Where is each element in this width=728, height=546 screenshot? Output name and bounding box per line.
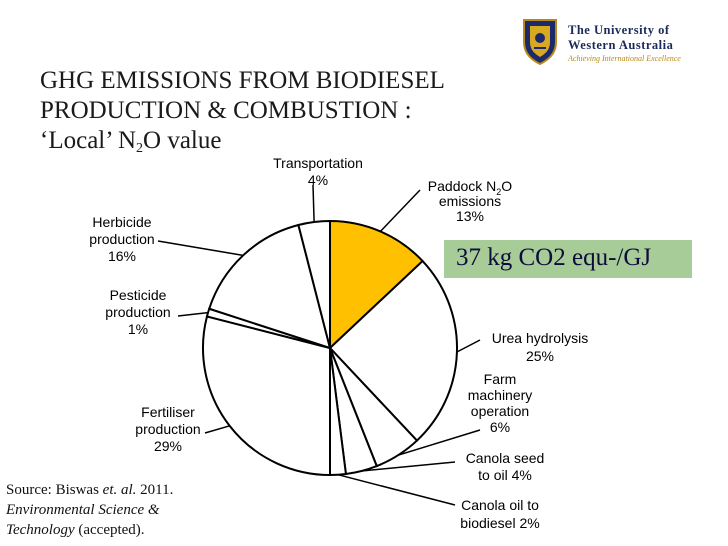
- logo-motto: Achieving International Excellence: [568, 54, 681, 63]
- source-line-2-italic: Environmental Science &: [6, 502, 160, 518]
- leader-line: [204, 425, 230, 434]
- slice-label: to oil 4%: [478, 467, 532, 483]
- slice-label: production: [135, 421, 200, 437]
- slice-label: operation: [471, 403, 529, 419]
- slide-title: GHG EMISSIONS FROM BIODIESEL PRODUCTION …: [40, 66, 660, 164]
- source-line-3-italic: Technology: [6, 522, 75, 538]
- leader-line: [397, 429, 481, 456]
- slice-label: Canola seed: [466, 450, 545, 466]
- source-citation: Source: Biswas et. al. 2011. Environment…: [6, 480, 173, 540]
- title-line-3-post: O value: [143, 127, 222, 154]
- slice-label: Farm: [484, 371, 517, 387]
- source-line-3-post: (accepted).: [74, 522, 145, 538]
- leader-line: [379, 189, 421, 232]
- crest-icon: [523, 19, 557, 66]
- slice-label: Pesticide: [110, 287, 167, 303]
- title-line-3: ‘Local’ N2O value: [40, 126, 660, 164]
- leader-line: [456, 339, 481, 353]
- slice-label: 1%: [128, 321, 148, 337]
- pie-slices: [202, 219, 458, 477]
- slice-label: emissions: [439, 193, 501, 209]
- slice-label: 16%: [108, 248, 136, 264]
- logo-line-2: Western Australia: [568, 38, 674, 52]
- slice-label: 29%: [154, 438, 182, 454]
- slice-label: Paddock N2O: [428, 178, 513, 197]
- pie-slice-paddock-n2o-emissions: [329, 219, 424, 351]
- slice-label: production: [89, 231, 154, 247]
- leader-line: [361, 461, 456, 472]
- source-line-1: Source: Biswas et. al. 2011.: [6, 480, 173, 500]
- slice-label: machinery: [468, 387, 533, 403]
- leader-line: [177, 311, 209, 317]
- slice-label: production: [105, 304, 170, 320]
- source-line-1-italic: et. al.: [102, 482, 137, 498]
- callout-text: 37 kg CO2 equ-/GJ: [456, 244, 652, 271]
- pie-slice-fertiliser-production: [202, 315, 331, 477]
- slice-label: Fertiliser: [141, 404, 195, 420]
- slice-label: Urea hydrolysis: [492, 330, 588, 346]
- slice-label: Herbicide: [92, 214, 151, 230]
- university-logo: The University of Western Australia Achi…: [520, 14, 720, 74]
- source-line-3: Technology (accepted).: [6, 520, 173, 540]
- title-line-2: PRODUCTION & COMBUSTION :: [40, 97, 412, 124]
- slice-label: Transportation: [273, 155, 363, 171]
- slice-label: 4%: [308, 172, 328, 188]
- total-emissions-callout: 37 kg CO2 equ-/GJ: [444, 240, 692, 278]
- slice-label: 13%: [456, 208, 484, 224]
- slice-label: 25%: [526, 348, 554, 364]
- slice-label: Canola oil to: [461, 497, 539, 513]
- leader-lines: [157, 184, 481, 506]
- source-line-1-pre: Source: Biswas: [6, 482, 103, 498]
- title-line-1: GHG EMISSIONS FROM BIODIESEL: [40, 67, 445, 94]
- leader-line: [337, 473, 456, 506]
- title-line-3-sub: 2: [136, 141, 144, 156]
- slice-label: biodiesel 2%: [460, 515, 539, 531]
- source-line-1-post: 2011.: [136, 482, 174, 498]
- title-line-3-pre: ‘Local’ N: [40, 127, 137, 154]
- source-line-2: Environmental Science &: [6, 500, 173, 520]
- leader-line: [312, 184, 315, 223]
- leader-line: [157, 240, 244, 257]
- slice-label: 6%: [490, 419, 510, 435]
- pie-slice-transportation: [297, 219, 331, 349]
- logo-line-1: The University of: [568, 23, 670, 37]
